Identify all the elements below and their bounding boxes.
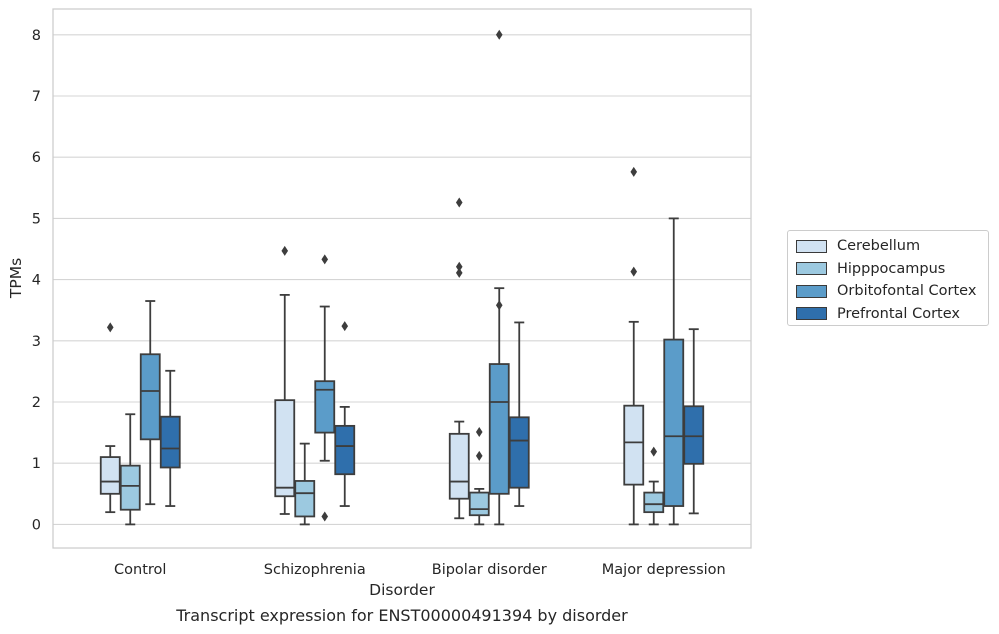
box [683,405,705,465]
y-axis-ticks: 0 1 2 3 4 5 6 7 8 [32,28,41,534]
box [159,415,181,469]
grid-lines [53,34,751,525]
box [448,432,470,500]
chart-caption: Transcript expression for ENST0000049139… [176,606,628,625]
x-tick-label: Major depression [602,562,726,578]
outlier-point [650,446,658,457]
legend-item: Cerebellum [796,235,980,258]
outlier-point [495,300,503,311]
x-axis-ticks: Control Schizophrenia Bipolar disorder Majo… [114,562,726,578]
outlier-point [495,29,503,40]
y-tick-label: 1 [32,456,41,472]
y-tick-label: 5 [32,211,41,227]
series-orbitofontal-cortex [139,29,685,526]
y-tick-label: 6 [32,150,41,166]
x-axis-label: Disorder [369,581,435,599]
legend-label: Orbitofontal Cortex [837,283,977,300]
legend-swatch [796,239,827,253]
box-plot-area [99,29,705,526]
box [488,363,510,495]
outlier-point [341,321,349,332]
box [99,456,121,495]
outlier-point [630,166,638,177]
box [314,380,336,434]
legend-swatch [796,307,827,321]
series-prefrontal-cortex [159,321,705,515]
y-tick-label: 0 [32,517,41,533]
y-tick-label: 4 [32,273,41,289]
series-cerebellum [99,166,645,526]
box [139,353,161,441]
x-tick-label: Schizophrenia [264,562,366,578]
legend-label: Hipppocampus [837,260,946,277]
outlier-point [455,267,463,278]
box [119,464,141,511]
y-tick-label: 2 [32,395,41,411]
outlier-point [321,254,329,265]
plot-frame [52,8,752,549]
legend-label: Cerebellum [837,238,921,255]
x-tick-label: Control [114,562,166,578]
series-hipppocampus [119,413,665,526]
legend-item: Orbitofontal Cortex [796,280,980,303]
y-axis-label: TPMs [7,258,25,299]
outlier-point [475,426,483,437]
outlier-point [281,245,289,256]
legend-item: Prefrontal Cortex [796,303,980,326]
outlier-point [455,261,463,272]
box [643,491,665,514]
box [334,424,356,476]
legend-item: Hipppocampus [796,258,980,281]
y-tick-label: 7 [32,89,41,105]
chart-legend: Cerebellum Hipppocampus Orbitofontal Corte… [787,230,989,326]
box [294,480,316,518]
y-tick-label: 3 [32,334,41,350]
outlier-point [455,197,463,208]
legend-label: Prefrontal Cortex [837,305,960,322]
outlier-point [475,450,483,461]
legend-swatch [796,262,827,276]
box [508,416,530,489]
box [274,399,296,498]
y-tick-label: 8 [32,28,41,44]
x-tick-label: Bipolar disorder [432,562,547,578]
box [468,491,490,517]
box [623,404,645,486]
legend-swatch [796,284,827,298]
outlier-point [630,266,638,277]
outlier-point [321,511,329,522]
outlier-point [106,322,114,333]
box [663,338,685,507]
